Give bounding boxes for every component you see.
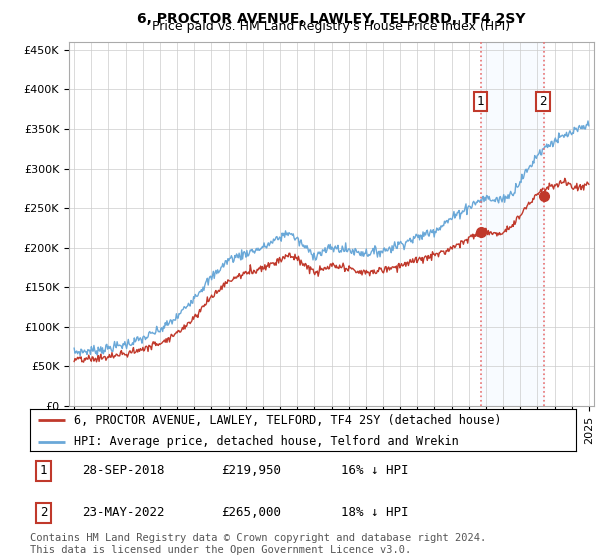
Text: 1: 1 <box>477 95 484 108</box>
Bar <box>481 42 544 406</box>
Text: £265,000: £265,000 <box>221 506 281 519</box>
Text: 2: 2 <box>40 506 47 519</box>
Title: 6, PROCTOR AVENUE, LAWLEY, TELFORD, TF4 2SY: 6, PROCTOR AVENUE, LAWLEY, TELFORD, TF4 … <box>137 12 526 26</box>
Text: Price paid vs. HM Land Registry's House Price Index (HPI): Price paid vs. HM Land Registry's House … <box>152 20 511 33</box>
Text: HPI: Average price, detached house, Telford and Wrekin: HPI: Average price, detached house, Telf… <box>74 435 458 448</box>
Text: 18% ↓ HPI: 18% ↓ HPI <box>341 506 409 519</box>
Text: 6, PROCTOR AVENUE, LAWLEY, TELFORD, TF4 2SY (detached house): 6, PROCTOR AVENUE, LAWLEY, TELFORD, TF4 … <box>74 414 501 427</box>
Text: 2: 2 <box>539 95 547 108</box>
Text: 1: 1 <box>40 464 47 478</box>
Text: 28-SEP-2018: 28-SEP-2018 <box>82 464 164 478</box>
Text: 23-MAY-2022: 23-MAY-2022 <box>82 506 164 519</box>
Text: Contains HM Land Registry data © Crown copyright and database right 2024.
This d: Contains HM Land Registry data © Crown c… <box>30 533 486 555</box>
Text: 16% ↓ HPI: 16% ↓ HPI <box>341 464 409 478</box>
Text: £219,950: £219,950 <box>221 464 281 478</box>
